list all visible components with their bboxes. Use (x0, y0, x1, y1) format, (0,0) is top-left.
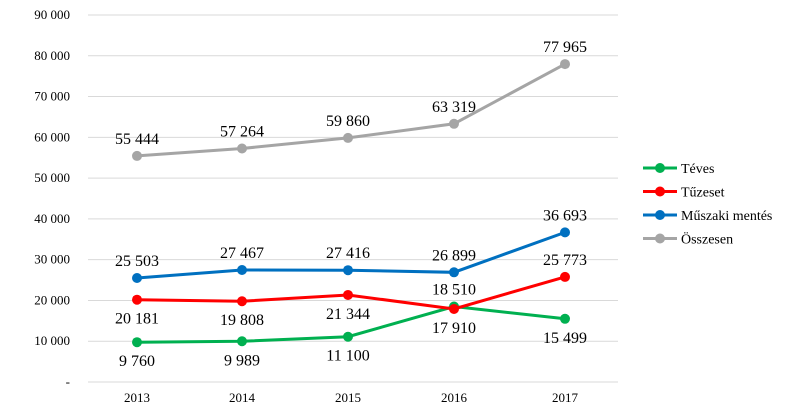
data-label: 26 899 (432, 247, 476, 264)
y-tick-label: 70 000 (34, 89, 70, 104)
legend-label: Tűzeset (681, 186, 725, 201)
data-point (132, 337, 142, 348)
data-point (237, 264, 247, 275)
data-label: 17 910 (432, 320, 476, 337)
data-point (449, 118, 459, 129)
data-point (343, 289, 353, 300)
data-label: 18 510 (432, 282, 476, 299)
data-label: 19 808 (220, 312, 264, 329)
y-tick-label: 80 000 (34, 48, 70, 63)
data-point (560, 313, 570, 324)
data-label: 63 319 (432, 99, 476, 116)
data-label: 25 503 (115, 253, 159, 270)
data-label: 9 989 (224, 352, 260, 369)
legend-marker (655, 163, 665, 173)
data-label: 27 416 (326, 245, 370, 262)
legend-label: Műszaki mentés (681, 209, 772, 224)
x-axis: 2013 2014 2015 2016 2017 (124, 390, 579, 405)
data-label: 21 344 (326, 306, 370, 323)
data-point (237, 296, 247, 307)
series-line-3 (136, 62, 566, 158)
data-point (343, 331, 353, 342)
x-tick-label: 2013 (124, 390, 150, 405)
legend-marker (655, 186, 665, 197)
data-label: 25 773 (543, 252, 587, 269)
data-point (560, 227, 570, 238)
data-label: 59 860 (326, 113, 370, 130)
y-tick-label: 20 000 (34, 292, 70, 307)
data-point (343, 265, 353, 276)
y-tick-label: 30 000 (34, 252, 70, 267)
legend-marker (655, 233, 665, 244)
data-point (449, 303, 459, 314)
x-tick-label: 2017 (552, 390, 579, 405)
legend-label: Összesen (681, 231, 733, 248)
data-label: 15 499 (543, 330, 587, 347)
data-label: 57 264 (220, 123, 264, 140)
data-label: 27 467 (220, 245, 264, 262)
x-tick-label: 2015 (335, 390, 361, 405)
data-point (132, 294, 142, 305)
data-point (449, 267, 459, 278)
data-label: 55 444 (115, 131, 159, 148)
data-point (237, 336, 247, 347)
data-label: 36 693 (543, 207, 587, 224)
data-point (560, 271, 570, 282)
data-point (132, 273, 142, 284)
data-label: 77 965 (543, 39, 587, 56)
data-point (343, 132, 353, 143)
legend-marker (655, 210, 665, 220)
y-tick-label: 40 000 (34, 211, 70, 226)
x-tick-label: 2014 (229, 390, 256, 405)
data-labels: 9 760 9 989 11 100 18 510 15 499 20 181 19 808… (115, 39, 587, 370)
y-axis: - 10 000 20 000 30 000 40 000 50 000 60 000 70 … (34, 7, 70, 389)
y-tick-label: 10 000 (34, 333, 70, 348)
x-tick-label: 2016 (441, 390, 468, 405)
gridlines (88, 14, 618, 383)
legend-label: Téves (681, 162, 714, 177)
legend: Téves Tűzeset Műszaki mentés Összesen (643, 162, 772, 248)
data-label: 11 100 (326, 348, 369, 365)
data-label: 9 760 (119, 353, 155, 370)
y-tick-label: - (66, 374, 70, 389)
data-point (560, 59, 570, 70)
series-lines (132, 59, 570, 348)
y-tick-label: 90 000 (34, 7, 70, 22)
data-point (132, 150, 142, 161)
y-tick-label: 60 000 (34, 129, 70, 144)
data-point (237, 143, 247, 154)
data-label: 20 181 (115, 311, 159, 328)
y-tick-label: 50 000 (34, 170, 70, 185)
